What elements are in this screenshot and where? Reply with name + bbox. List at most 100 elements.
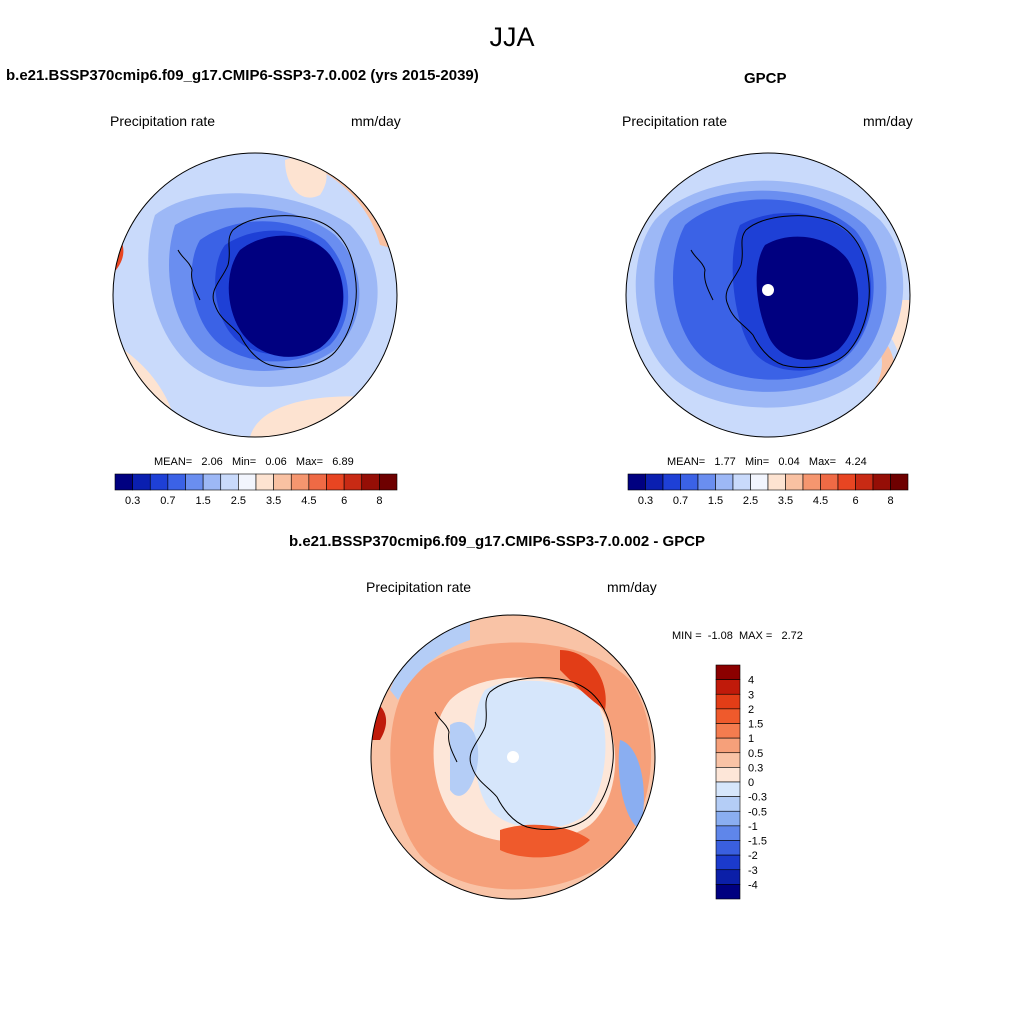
map-1	[112, 152, 398, 438]
map-3-frame	[370, 614, 656, 900]
map-3-coastline	[434, 677, 614, 830]
colorbar-box	[273, 473, 292, 491]
colorbar-box	[715, 473, 734, 491]
colorbar-tick-label: 0	[748, 777, 754, 789]
colorbar-box	[715, 869, 741, 885]
colorbar-tick-label: 2	[748, 704, 754, 716]
colorbar-box	[167, 473, 186, 491]
max-label: MAX =	[738, 630, 773, 642]
colorbar-tick-label: 3	[748, 689, 754, 701]
min-value: 0.04	[778, 456, 800, 468]
colorbar-box	[715, 723, 741, 739]
colorbar-box	[715, 752, 741, 768]
max-value: 4.24	[845, 456, 867, 468]
panel-2-title: GPCP	[744, 70, 787, 87]
mean-value: 2.06	[201, 456, 223, 468]
colorbar-box	[238, 473, 257, 491]
colorbar-box	[890, 473, 909, 491]
colorbar-box	[715, 810, 741, 827]
map-3-antarctic-drier	[473, 680, 606, 829]
panel-2-stats: MEAN= 1.77 Min= 0.04 Max= 4.24	[667, 456, 867, 468]
colorbar-box	[820, 473, 839, 491]
map-1-coastline	[177, 215, 357, 368]
colorbar-tick-label: 0.7	[160, 495, 175, 507]
colorbar-tick-label: 1.5	[748, 719, 763, 731]
map-3	[370, 614, 656, 900]
colorbar-box	[132, 473, 151, 491]
panel-1-variable: Precipitation rate	[110, 113, 216, 129]
colorbar-tick-label: 0.7	[673, 495, 688, 507]
mean-label: MEAN=	[667, 456, 706, 468]
colorbar-tick-label: 1	[748, 733, 754, 745]
max-value: 2.72	[781, 630, 803, 642]
map-3-s-wetter	[500, 824, 590, 858]
map-3-peninsula-drier	[450, 721, 479, 796]
map-3-n-wetter	[560, 650, 606, 710]
panel-2-variable: Precipitation rate	[622, 113, 728, 129]
min-label: Min=	[744, 456, 770, 468]
colorbar-box	[662, 473, 681, 491]
mean-value: 1.77	[714, 456, 736, 468]
panel-1-stats: MEAN= 2.06 Min= 0.06 Max= 6.89	[154, 456, 354, 468]
map-3-nw-drier	[390, 620, 470, 700]
colorbar-tick-label: -0.3	[748, 792, 767, 804]
colorbar-box	[255, 473, 274, 491]
colorbar-tick-label: 6	[341, 495, 347, 507]
max-value: 6.89	[332, 456, 354, 468]
figure-title: JJA	[489, 22, 535, 52]
map-2	[625, 152, 911, 438]
colorbar-tick-label: 1.5	[708, 495, 723, 507]
colorbar-tick-label: 2.5	[231, 495, 246, 507]
colorbar-tick-label: 3.5	[266, 495, 281, 507]
colorbar-box	[715, 884, 741, 900]
colorbar-tick-label: 1.5	[195, 495, 210, 507]
colorbar-box	[114, 473, 133, 491]
colorbar-box	[290, 473, 310, 491]
panel-3-units: mm/day	[607, 579, 657, 595]
colorbar-box	[732, 473, 751, 491]
mean-label: MEAN=	[154, 456, 193, 468]
map-1-polar-cap	[228, 235, 344, 357]
colorbar-box	[715, 767, 741, 783]
colorbar-box	[185, 473, 204, 491]
map-3-missing-pole	[507, 751, 519, 763]
colorbar-tick-label: 8	[376, 495, 382, 507]
colorbar-box	[767, 473, 786, 491]
colorbar-box	[715, 664, 741, 680]
colorbar-box	[715, 796, 741, 812]
colorbar-box	[715, 693, 741, 710]
colorbar-box	[837, 473, 856, 491]
colorbar-2: 0.3 0.7 1.5 2.5 3.5 4.5 6 8	[627, 473, 909, 507]
map-2-coastline	[690, 215, 870, 368]
colorbar-tick-label: -2	[748, 850, 758, 862]
panel-1-units: mm/day	[351, 113, 401, 129]
map-1-frame	[112, 152, 398, 438]
colorbar-3: 4 3 2 1.5 1 0.5 0.3 0 -0.3 -0.5 -1 -1.5 -2 -3 -4	[715, 664, 767, 900]
colorbar-box	[149, 473, 169, 491]
colorbar-tick-label: 4.5	[813, 495, 828, 507]
colorbar-box	[802, 473, 821, 491]
colorbar-tick-label: 0.3	[125, 495, 140, 507]
colorbar-tick-label: 4.5	[301, 495, 316, 507]
map-3-e-drier	[618, 740, 644, 830]
colorbar-box	[785, 473, 804, 491]
colorbar-box	[361, 473, 380, 491]
colorbar-tick-label: 2.5	[743, 495, 758, 507]
colorbar-box	[645, 473, 664, 491]
max-label: Max=	[808, 456, 837, 468]
colorbar-tick-label: -1.5	[748, 836, 767, 848]
colorbar-box	[715, 708, 741, 724]
colorbar-tick-label: 8	[887, 495, 893, 507]
colorbar-box	[680, 473, 699, 491]
panel-1-title: b.e21.BSSP370cmip6.f09_g17.CMIP6-SSP3-7.…	[6, 67, 479, 84]
colorbar-tick-label: 4	[748, 675, 754, 687]
panel-2-units: mm/day	[863, 113, 913, 129]
colorbar-tick-label: -3	[748, 865, 758, 877]
colorbar-box	[308, 473, 327, 491]
colorbar-box	[697, 473, 716, 491]
min-value: -1.08	[707, 630, 733, 642]
colorbar-box	[855, 473, 874, 491]
colorbar-tick-label: -4	[748, 879, 758, 891]
colorbar-box	[715, 854, 741, 871]
colorbar-tick-label: 0.3	[748, 762, 763, 774]
